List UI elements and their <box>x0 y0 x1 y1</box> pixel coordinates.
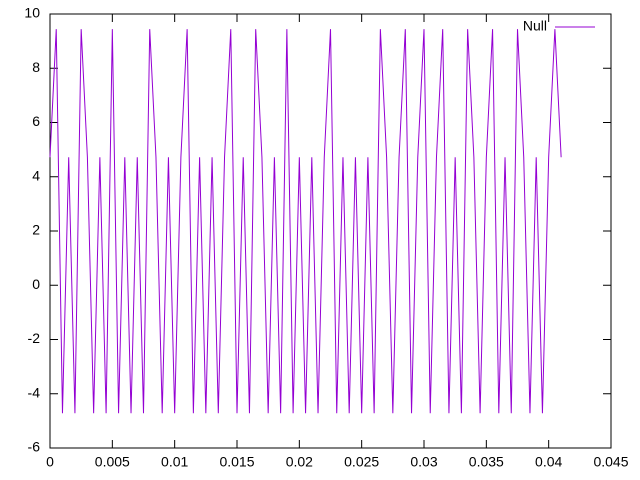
plot-border <box>49 13 612 449</box>
x-tick-label: 0.04 <box>535 454 562 470</box>
series-line <box>49 29 562 414</box>
x-tick-label: 0.045 <box>593 454 628 470</box>
x-tick-label: 0.02 <box>286 454 313 470</box>
x-tick-label: 0.03 <box>410 454 437 470</box>
x-tick-label: 0.005 <box>95 454 130 470</box>
x-tick-label: 0.01 <box>161 454 188 470</box>
y-tick-label: 0 <box>32 276 40 292</box>
y-tick-label: 4 <box>32 167 40 183</box>
x-tick-label: 0.025 <box>344 454 379 470</box>
y-tick-label: -6 <box>28 439 41 455</box>
y-tick-label: -4 <box>28 384 41 400</box>
y-tick-label: 10 <box>24 5 40 21</box>
x-tick-label: 0 <box>46 454 54 470</box>
legend-label: Null <box>523 18 547 34</box>
x-tick-label: 0.035 <box>469 454 504 470</box>
x-tick-label: 0.015 <box>219 454 254 470</box>
y-tick-label: -2 <box>28 330 41 346</box>
y-tick-label: 8 <box>32 59 40 75</box>
y-tick-label: 6 <box>32 113 40 129</box>
y-tick-label: 2 <box>32 222 40 238</box>
